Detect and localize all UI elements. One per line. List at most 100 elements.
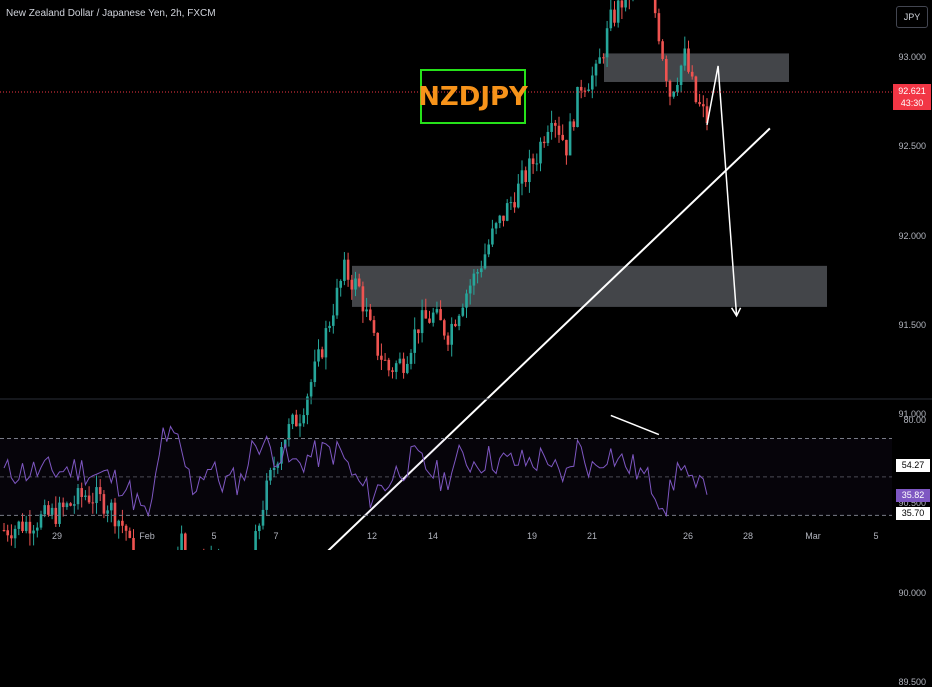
candle-body xyxy=(357,278,361,287)
rsi-axis-upper: 80.00 xyxy=(903,415,926,425)
candle-body xyxy=(124,525,128,531)
candle-body xyxy=(39,514,43,528)
candle-body xyxy=(524,170,527,183)
price-tick-label: 91.000 xyxy=(898,409,926,419)
candle-body xyxy=(387,359,391,371)
candle-body xyxy=(690,71,694,77)
candle-body xyxy=(95,487,98,504)
candle-body xyxy=(76,488,80,505)
candle-body xyxy=(391,370,394,372)
time-tick-label: 28 xyxy=(742,531,754,541)
candle-body xyxy=(602,57,605,59)
candle-body xyxy=(657,13,661,42)
time-tick-label: 14 xyxy=(427,531,439,541)
time-tick-label: 26 xyxy=(682,531,694,541)
candle-body xyxy=(668,80,672,97)
candle-body xyxy=(24,521,28,532)
candle-body xyxy=(687,48,690,72)
candle-body xyxy=(184,533,187,550)
candle-body xyxy=(557,125,561,135)
candle-body xyxy=(10,535,13,539)
candle-body xyxy=(554,122,557,126)
candle-body xyxy=(261,509,265,526)
candle-body xyxy=(513,202,516,208)
candle-body xyxy=(480,268,483,273)
candle-body xyxy=(54,507,58,524)
candle-body xyxy=(73,504,76,506)
candle-body xyxy=(117,520,120,527)
candle-body xyxy=(476,272,479,274)
candle-body xyxy=(354,278,357,290)
candle-body xyxy=(420,310,424,334)
candle-body xyxy=(306,396,309,416)
candle-body xyxy=(69,503,72,506)
candle-body xyxy=(594,63,598,76)
candle-body xyxy=(591,75,594,90)
candle-body xyxy=(113,502,117,527)
candle-body xyxy=(609,9,613,29)
candle-body xyxy=(598,57,601,64)
candle-body xyxy=(502,215,505,221)
candle-body xyxy=(531,158,535,165)
candle-body xyxy=(705,106,709,124)
candle-body xyxy=(320,349,324,358)
rsi-lower-tag: 35.70 xyxy=(896,507,930,520)
candle-body xyxy=(47,505,50,515)
candle-body xyxy=(620,0,624,8)
candle-body xyxy=(568,121,572,156)
candle-body xyxy=(32,530,35,534)
candle-body xyxy=(494,223,498,229)
candle-body xyxy=(280,447,283,464)
candle-body xyxy=(87,495,91,503)
rsi-pane xyxy=(0,414,892,518)
candle-body xyxy=(254,531,257,550)
candle-body xyxy=(406,363,409,373)
rsi-divergence-line xyxy=(610,414,660,436)
candle-body xyxy=(576,86,579,128)
candle-body xyxy=(446,335,450,345)
candle-body xyxy=(17,521,21,529)
candle-body xyxy=(383,359,387,361)
candle-body xyxy=(313,361,317,383)
candle-body xyxy=(579,86,583,91)
candle-body xyxy=(535,163,539,165)
candle-body xyxy=(346,259,350,280)
candle-body xyxy=(398,358,402,364)
candle-body xyxy=(328,325,331,329)
candle-body xyxy=(483,254,487,269)
candle-body xyxy=(65,503,69,508)
time-tick-label: 7 xyxy=(273,531,279,541)
candle-body xyxy=(21,521,24,532)
chart-canvas[interactable] xyxy=(0,0,932,550)
price-tick-label: 89.500 xyxy=(898,676,926,687)
symbol-label-box: NZDJPY xyxy=(418,69,528,124)
candle-body xyxy=(472,273,476,286)
candle-body xyxy=(676,84,679,92)
candle-body xyxy=(450,323,453,345)
candle-body xyxy=(428,318,431,323)
candle-body xyxy=(454,323,457,327)
candle-body xyxy=(121,520,124,526)
candle-body xyxy=(672,91,675,97)
candle-body xyxy=(461,307,465,316)
candle-body xyxy=(491,228,494,245)
candle-body xyxy=(269,470,272,481)
candle-body xyxy=(468,285,472,294)
candle-body xyxy=(50,507,54,515)
candle-body xyxy=(694,76,698,103)
price-tick-label: 90.500 xyxy=(898,498,926,509)
current-price-tag: 92.621 43:30 xyxy=(893,84,931,110)
candle-body xyxy=(283,439,287,448)
supply-demand-zones xyxy=(352,53,827,307)
candle-body xyxy=(587,89,590,92)
candle-body xyxy=(110,502,113,511)
projection-path xyxy=(706,65,738,316)
candle-body xyxy=(106,510,109,514)
candle-body xyxy=(361,286,365,312)
candle-body xyxy=(272,467,276,471)
time-tick-label: Feb xyxy=(139,531,155,541)
candle-body xyxy=(372,320,376,333)
candle-body xyxy=(2,530,6,532)
candle-body xyxy=(528,158,531,183)
currency-button[interactable]: JPY xyxy=(896,6,928,28)
